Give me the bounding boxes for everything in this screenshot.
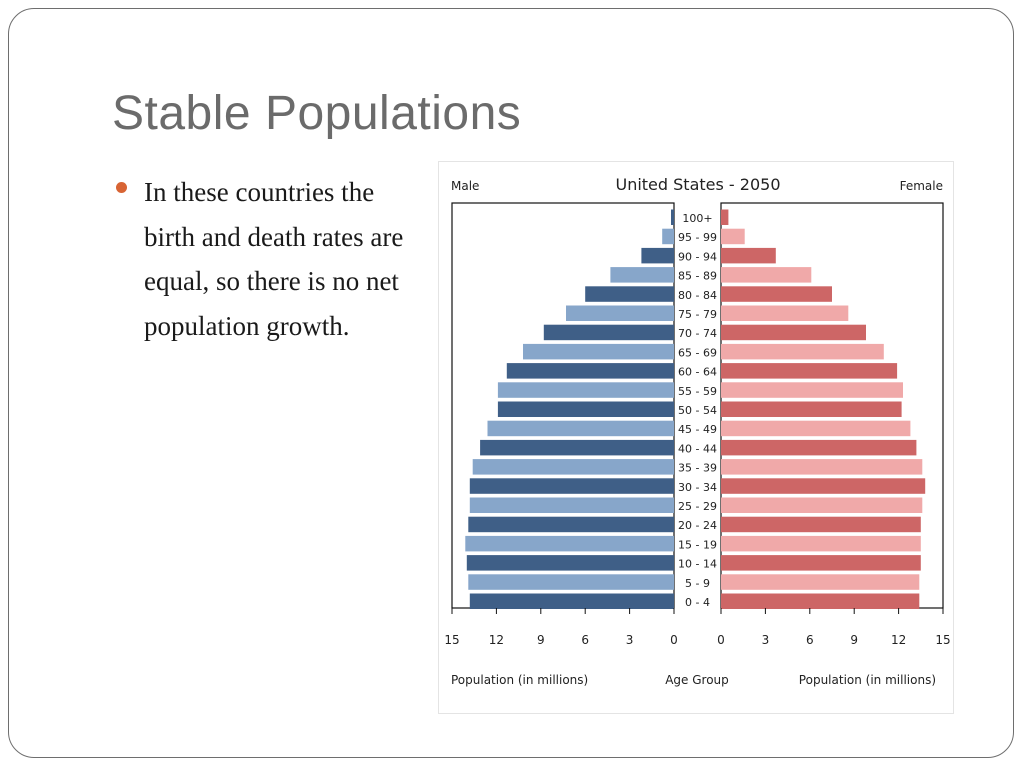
female-bar: [721, 286, 832, 302]
bullet-dot-icon: [116, 182, 127, 193]
x-tick-label: 0: [717, 633, 725, 647]
male-bar: [585, 286, 674, 302]
male-bar: [472, 459, 674, 475]
male-bar: [468, 574, 674, 590]
x-tick-label: 9: [850, 633, 858, 647]
male-bar: [469, 478, 674, 494]
pyramid-svg: United States - 2050 Male Female 100+95 …: [444, 175, 951, 687]
male-bar: [523, 343, 674, 360]
x-tick-label: 6: [806, 633, 814, 647]
female-bar: [721, 459, 923, 475]
population-pyramid-chart: United States - 2050 Male Female 100+ 95 …: [438, 161, 954, 714]
male-bar: [468, 516, 674, 533]
age-group-label: 15 - 19: [678, 538, 717, 551]
male-bar: [566, 305, 674, 321]
female-bar: [721, 247, 776, 264]
x-axis-label-left: Population (in millions): [451, 673, 588, 687]
age-group-label: 85 - 89: [678, 270, 717, 283]
female-bar: [721, 401, 902, 417]
male-bar: [469, 497, 674, 513]
male-bar: [662, 228, 674, 245]
age-group-label: 60 - 64: [678, 366, 717, 379]
age-group-label: 55 - 59: [678, 385, 717, 398]
male-bar: [671, 209, 674, 225]
female-bar: [721, 363, 898, 379]
female-bar: [721, 343, 884, 360]
age-group-label: 50 - 54: [678, 404, 717, 417]
female-bar: [721, 593, 920, 609]
age-group-label: 70 - 74: [678, 327, 717, 340]
age-group-label: 100+: [682, 212, 712, 225]
axis-ticks: 0 0 3 3 6 6 9 9 12 12 15 15: [444, 608, 951, 647]
female-bar: [721, 516, 921, 533]
x-tick-label: 12: [489, 633, 504, 647]
chart-title: United States - 2050: [615, 175, 780, 194]
x-tick-label: 15: [444, 633, 459, 647]
age-group-label: 40 - 44: [678, 442, 717, 455]
female-bar: [721, 209, 729, 225]
age-group-label: 0 - 4: [685, 596, 710, 609]
bars-group: [465, 209, 926, 609]
x-tick-label: 12: [891, 633, 906, 647]
female-bar: [721, 324, 866, 341]
male-bar: [506, 363, 674, 379]
x-axis-label-center: Age Group: [665, 673, 729, 687]
age-group-label: 25 - 29: [678, 500, 717, 513]
x-tick-label: 3: [762, 633, 770, 647]
male-bar: [466, 555, 674, 571]
age-group-labels: 100+ 95 - 99 90 - 94 85 - 89 80 - 84 75 - 79 7…: [678, 212, 717, 609]
female-bar: [721, 478, 926, 494]
male-bar: [480, 439, 674, 456]
female-bar: [721, 382, 903, 398]
male-bar: [497, 401, 674, 417]
x-axis-label-right: Population (in millions): [799, 673, 936, 687]
x-tick-label: 0: [670, 633, 678, 647]
age-group-label: 35 - 39: [678, 462, 717, 475]
age-group-label: 90 - 94: [678, 250, 717, 263]
male-bar: [487, 420, 674, 437]
slide-title: Stable Populations: [112, 87, 522, 140]
age-group-label: 5 - 9: [685, 577, 710, 590]
female-bar: [721, 497, 923, 513]
male-bar: [469, 593, 674, 609]
male-bar: [465, 535, 674, 552]
male-bar: [610, 267, 674, 283]
male-bar: [543, 324, 674, 341]
age-group-label: 30 - 34: [678, 481, 717, 494]
age-group-label: 20 - 24: [678, 519, 717, 532]
x-tick-label: 3: [626, 633, 634, 647]
female-bar: [721, 439, 917, 456]
age-group-label: 10 - 14: [678, 558, 717, 571]
x-tick-label: 15: [935, 633, 950, 647]
male-bar: [641, 247, 674, 264]
age-group-label: 75 - 79: [678, 308, 717, 321]
male-label: Male: [451, 179, 479, 193]
female-bar: [721, 305, 849, 321]
female-bar: [721, 420, 911, 437]
age-group-label: 80 - 84: [678, 289, 717, 302]
age-group-label: 45 - 49: [678, 423, 717, 436]
female-bar: [721, 267, 812, 283]
x-tick-label: 6: [581, 633, 589, 647]
bullet-text: In these countries the birth and death r…: [144, 177, 404, 341]
female-bar: [721, 535, 921, 552]
x-tick-label: 9: [537, 633, 545, 647]
female-bar: [721, 574, 920, 590]
male-bar: [497, 382, 674, 398]
female-label: Female: [900, 179, 943, 193]
female-bar: [721, 228, 745, 245]
age-group-label: 65 - 69: [678, 346, 717, 359]
female-bar: [721, 555, 921, 571]
age-group-label: 95 - 99: [678, 231, 717, 244]
